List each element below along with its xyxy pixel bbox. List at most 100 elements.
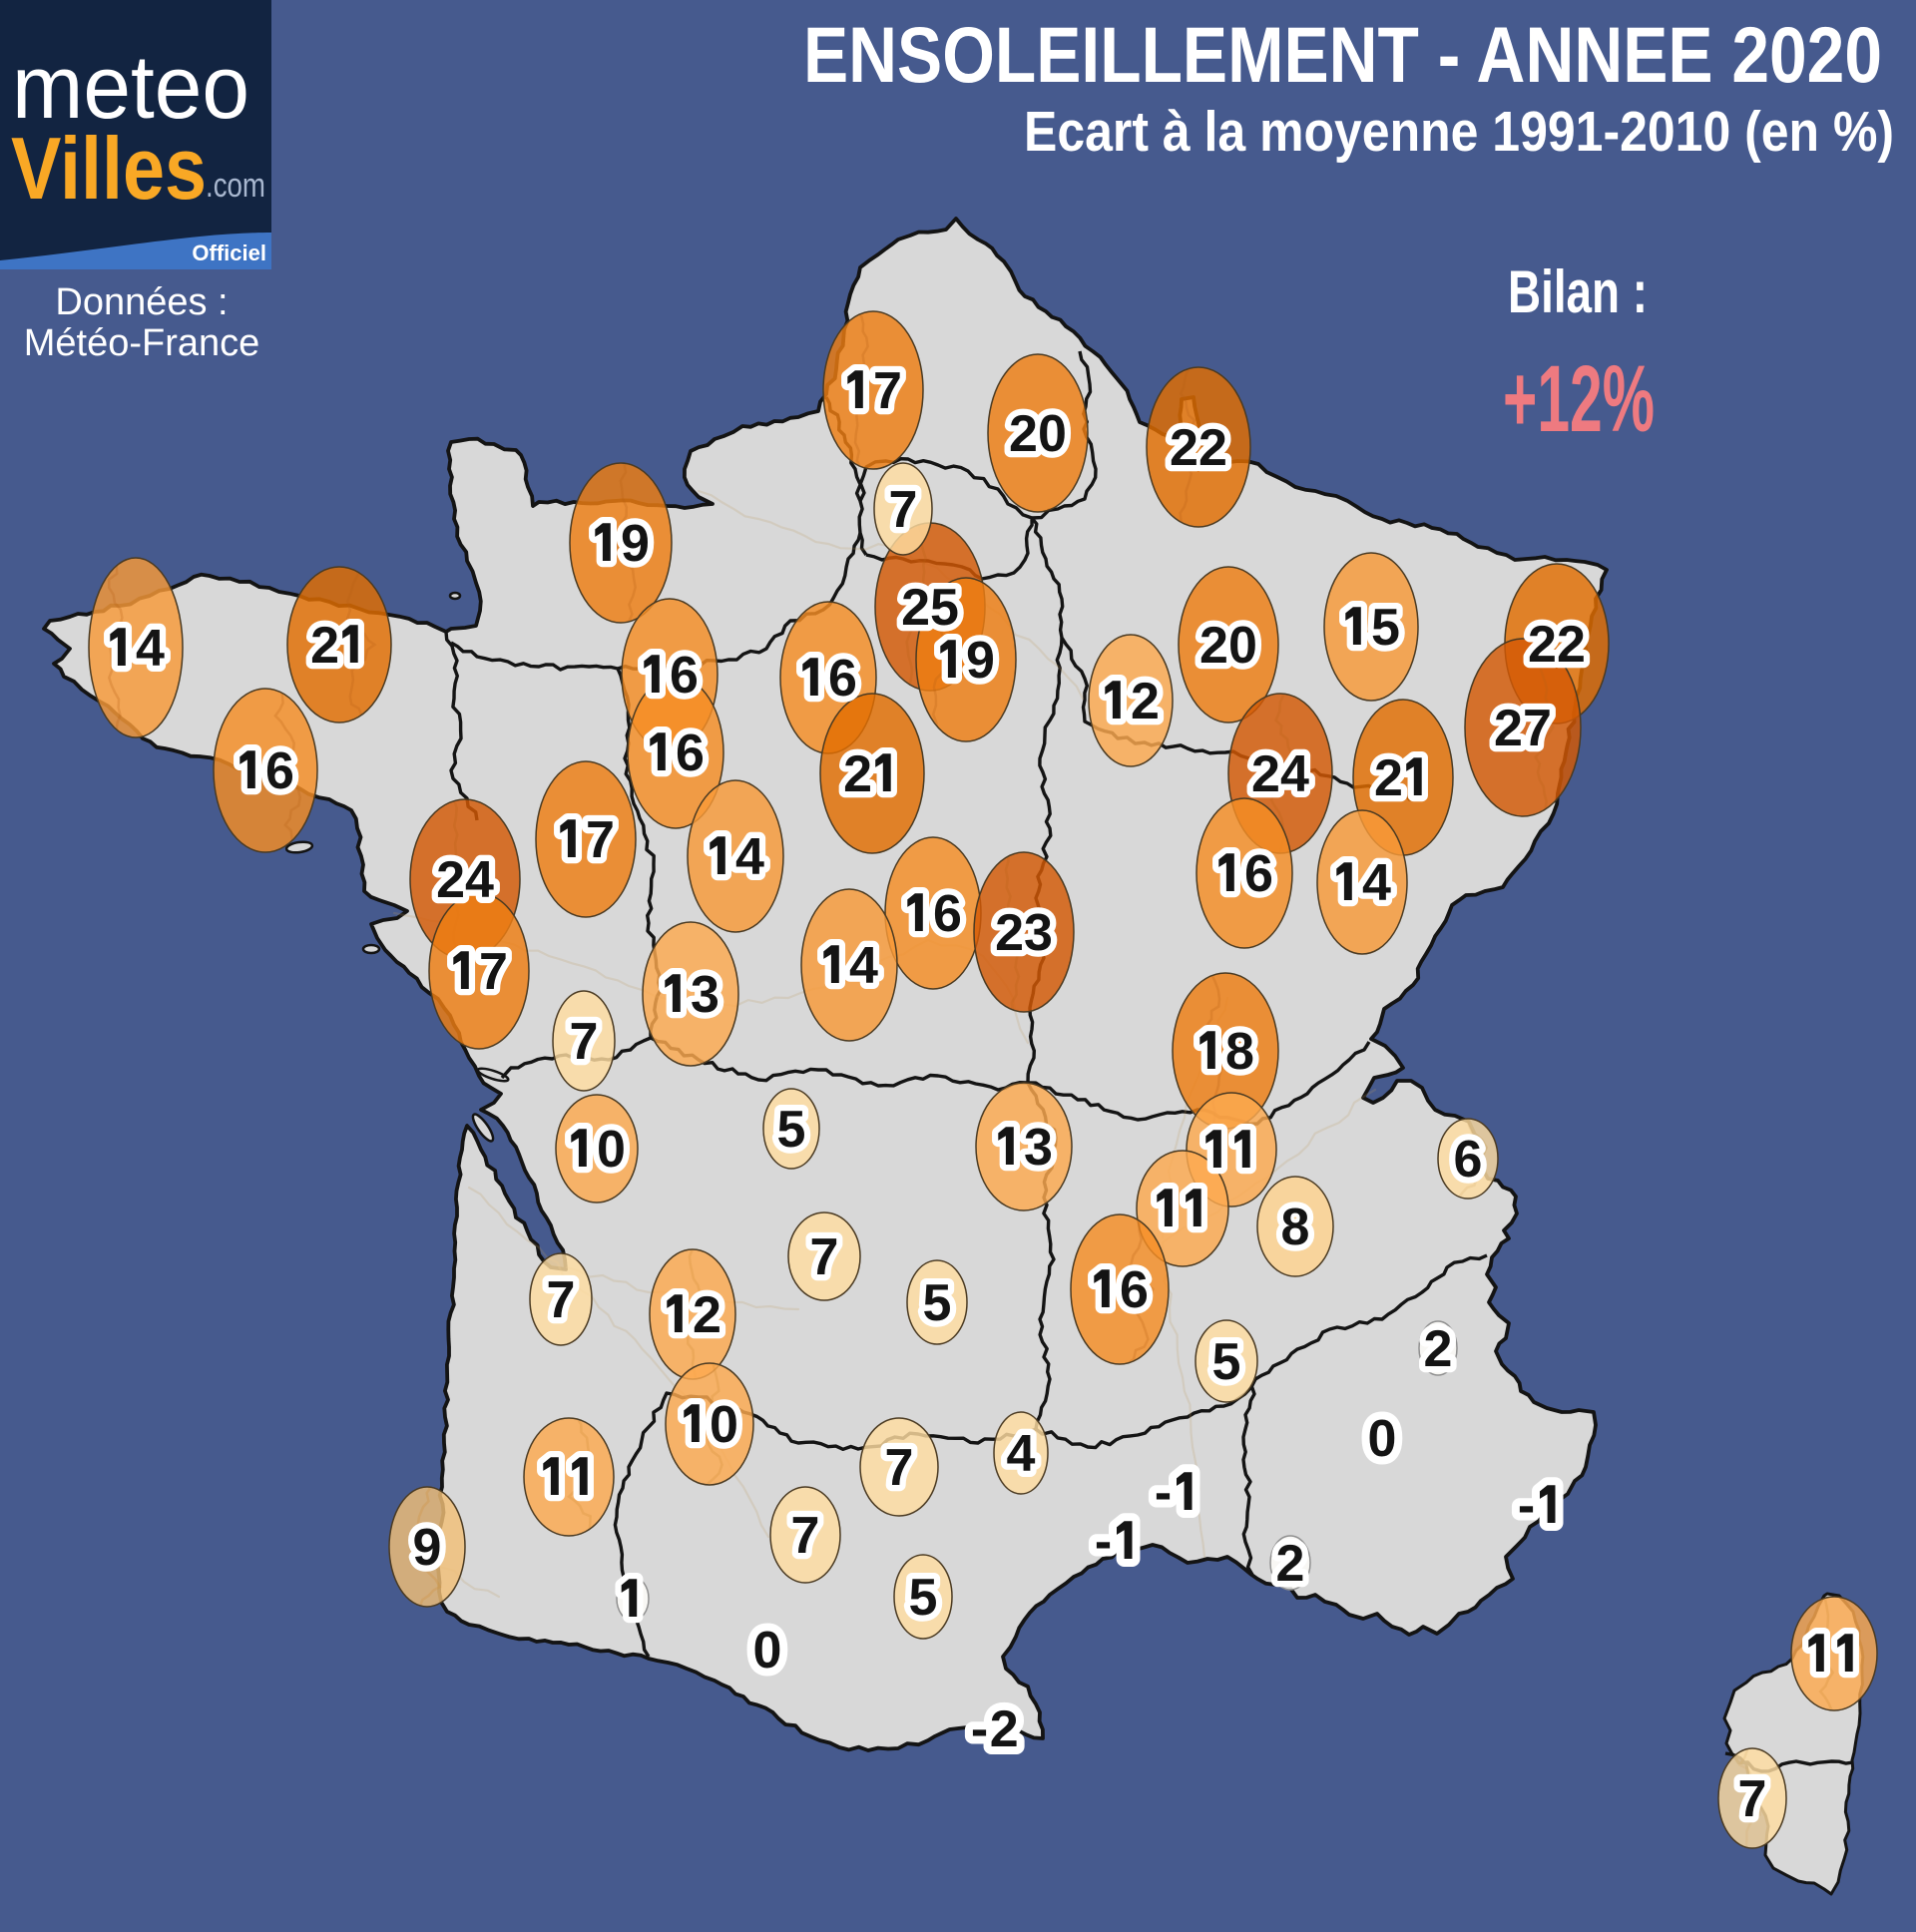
svg-text:2: 2 — [1557, 616, 1586, 674]
svg-text:-: - — [1155, 1464, 1172, 1522]
svg-text:0: 0 — [1368, 1410, 1397, 1468]
svg-text:2: 2 — [843, 745, 872, 803]
svg-text:5: 5 — [777, 1101, 806, 1159]
svg-text:4: 4 — [1362, 854, 1391, 912]
svg-text:7: 7 — [1523, 700, 1552, 757]
svg-text:2: 2 — [436, 851, 465, 909]
svg-text:7: 7 — [586, 811, 615, 869]
svg-text:7: 7 — [479, 943, 508, 1001]
svg-text:7: 7 — [885, 1439, 914, 1497]
svg-text:+12%: +12% — [1503, 346, 1655, 452]
svg-text:2: 2 — [1170, 419, 1198, 477]
svg-text:Officiel: Officiel — [192, 241, 266, 265]
svg-text:0: 0 — [597, 1121, 626, 1179]
svg-text:5: 5 — [1212, 1333, 1241, 1391]
svg-text:2: 2 — [901, 579, 930, 637]
svg-text:2: 2 — [310, 617, 339, 675]
svg-text:7: 7 — [1738, 1770, 1767, 1828]
svg-text:2: 2 — [995, 904, 1024, 962]
svg-text:4: 4 — [1280, 745, 1309, 803]
svg-text:5: 5 — [930, 579, 959, 637]
svg-text:2: 2 — [1374, 749, 1403, 807]
svg-text:6: 6 — [933, 885, 962, 943]
svg-text:6: 6 — [265, 742, 294, 800]
svg-text:7: 7 — [885, 1439, 914, 1497]
svg-text:0: 0 — [710, 1396, 738, 1454]
svg-text:9: 9 — [966, 632, 995, 690]
svg-text:2: 2 — [1424, 1320, 1453, 1378]
svg-text:0: 0 — [710, 1396, 738, 1454]
svg-text:7: 7 — [810, 1228, 839, 1286]
svg-text:2: 2 — [990, 1700, 1019, 1758]
svg-text:5: 5 — [909, 1569, 938, 1627]
svg-text:5: 5 — [777, 1101, 806, 1159]
svg-text:2: 2 — [1131, 673, 1160, 730]
svg-text:6: 6 — [828, 650, 857, 708]
svg-text:7: 7 — [791, 1507, 820, 1565]
svg-text:7: 7 — [570, 1013, 599, 1071]
svg-text:6: 6 — [1454, 1131, 1483, 1189]
svg-text:2: 2 — [436, 851, 465, 909]
svg-text:2: 2 — [1198, 419, 1227, 477]
svg-text:8: 8 — [1281, 1199, 1310, 1256]
svg-text:7: 7 — [791, 1507, 820, 1565]
svg-text:7: 7 — [547, 1271, 576, 1329]
svg-text:2: 2 — [995, 904, 1024, 962]
svg-text:2: 2 — [1494, 700, 1523, 757]
svg-text:2: 2 — [693, 1286, 721, 1344]
svg-text:Données :: Données : — [55, 281, 228, 323]
svg-text:4: 4 — [1280, 745, 1309, 803]
svg-text:7: 7 — [586, 811, 615, 869]
svg-text:3: 3 — [691, 966, 719, 1024]
svg-text:2: 2 — [1276, 1535, 1305, 1593]
svg-text:3: 3 — [1024, 1119, 1053, 1177]
svg-text:8: 8 — [1281, 1199, 1310, 1256]
svg-text:0: 0 — [1038, 405, 1067, 463]
svg-text:meteo: meteo — [12, 38, 249, 138]
svg-text:-: - — [971, 1700, 988, 1758]
svg-text:4: 4 — [465, 851, 494, 909]
svg-text:2: 2 — [1374, 749, 1403, 807]
svg-text:ENSOLEILLEMENT - ANNEE 2020: ENSOLEILLEMENT - ANNEE 2020 — [803, 10, 1882, 99]
svg-text:4: 4 — [136, 620, 165, 678]
svg-text:4: 4 — [1362, 854, 1391, 912]
svg-text:6: 6 — [676, 724, 705, 782]
svg-text:4: 4 — [735, 828, 764, 886]
svg-text:6: 6 — [1244, 845, 1273, 903]
svg-text:5: 5 — [930, 579, 959, 637]
svg-text:6: 6 — [828, 650, 857, 708]
svg-text:4: 4 — [136, 620, 165, 678]
svg-text:2: 2 — [1131, 673, 1160, 730]
svg-text:2: 2 — [1009, 405, 1038, 463]
svg-text:7: 7 — [570, 1013, 599, 1071]
svg-text:0: 0 — [1038, 405, 1067, 463]
svg-text:4: 4 — [849, 937, 878, 995]
svg-text:2: 2 — [1199, 617, 1228, 675]
svg-text:6: 6 — [1120, 1261, 1149, 1319]
svg-text:4: 4 — [849, 937, 878, 995]
svg-text:2: 2 — [693, 1286, 721, 1344]
svg-text:2: 2 — [1198, 419, 1227, 477]
svg-text:2: 2 — [843, 745, 872, 803]
svg-text:Météo-France: Météo-France — [24, 322, 260, 364]
svg-text:5: 5 — [923, 1274, 952, 1332]
svg-text:7: 7 — [889, 481, 918, 539]
svg-text:7: 7 — [1738, 1770, 1767, 1828]
svg-text:2: 2 — [901, 579, 930, 637]
svg-text:2: 2 — [1424, 1320, 1453, 1378]
svg-text:8: 8 — [1225, 1023, 1254, 1081]
svg-text:-: - — [1518, 1477, 1535, 1535]
svg-text:7: 7 — [479, 943, 508, 1001]
svg-text:8: 8 — [1225, 1023, 1254, 1081]
svg-text:6: 6 — [265, 742, 294, 800]
svg-text:2: 2 — [1199, 617, 1228, 675]
svg-text:7: 7 — [873, 362, 902, 420]
svg-text:2: 2 — [310, 617, 339, 675]
svg-text:Bilan :: Bilan : — [1508, 258, 1648, 325]
svg-text:2: 2 — [1276, 1535, 1305, 1593]
svg-text:4: 4 — [1007, 1425, 1036, 1483]
svg-text:6: 6 — [670, 647, 699, 705]
svg-text:6: 6 — [676, 724, 705, 782]
svg-text:4: 4 — [1007, 1425, 1036, 1483]
svg-text:0: 0 — [753, 1622, 782, 1680]
